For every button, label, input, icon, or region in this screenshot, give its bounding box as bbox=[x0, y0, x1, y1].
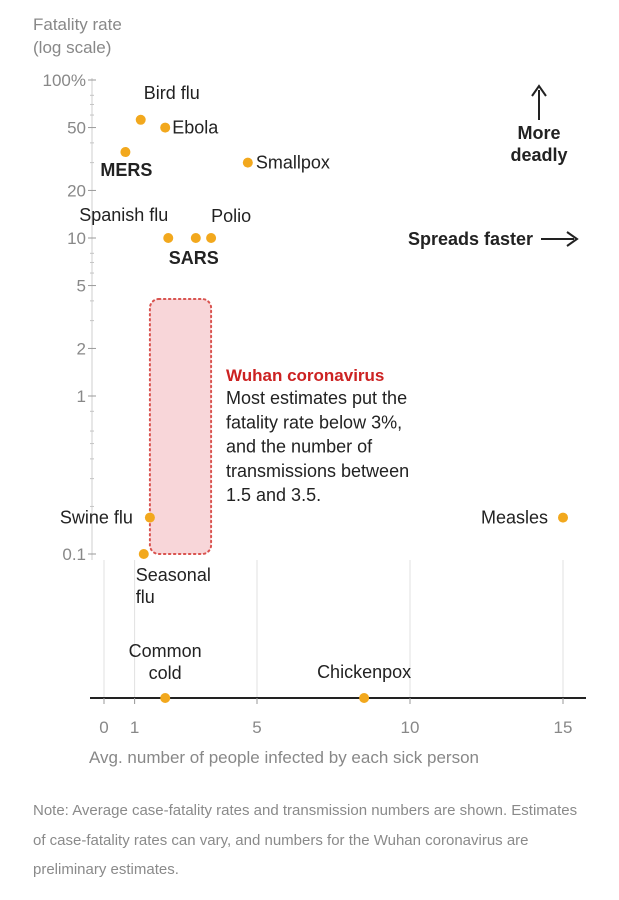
spreads-faster-label: Spreads faster bbox=[408, 229, 533, 249]
data-points bbox=[120, 114, 568, 703]
coronavirus-text-line: fatality rate below 3%, bbox=[226, 412, 402, 432]
data-point bbox=[160, 122, 171, 133]
y-tick-label: 20 bbox=[67, 181, 86, 200]
y-tick-label: 2 bbox=[77, 339, 86, 358]
data-point bbox=[120, 147, 131, 158]
point-label: Smallpox bbox=[256, 153, 330, 173]
data-point bbox=[163, 233, 174, 243]
point-label: Bird flu bbox=[144, 83, 200, 103]
coronavirus-estimate-region: Wuhan coronavirus Most estimates put the f… bbox=[148, 298, 409, 555]
point-label: MERS bbox=[100, 160, 152, 180]
x-tick-label: 15 bbox=[554, 718, 573, 737]
x-tick-label: 10 bbox=[401, 718, 420, 737]
y-tick-label: 1 bbox=[77, 387, 86, 406]
footnote: Note: Average case-fatality rates and tr… bbox=[33, 802, 578, 878]
coronavirus-text-line: transmissions between bbox=[226, 461, 409, 481]
point-label: Common bbox=[129, 641, 202, 661]
data-point bbox=[144, 512, 155, 523]
x-axis-title: Avg. number of people infected by each s… bbox=[89, 748, 479, 767]
data-point bbox=[160, 693, 171, 703]
point-label: SARS bbox=[169, 248, 219, 268]
y-tick-label: 0.1 bbox=[62, 545, 86, 564]
point-label: Polio bbox=[211, 206, 251, 226]
data-point bbox=[135, 114, 146, 125]
point-label: Ebola bbox=[172, 118, 219, 138]
coronavirus-text-line: and the number of bbox=[226, 437, 373, 457]
x-tick-label: 1 bbox=[130, 718, 139, 737]
point-label: Measles bbox=[481, 508, 548, 528]
up-arrow-head bbox=[531, 84, 547, 97]
y-tick-label: 100% bbox=[43, 71, 86, 90]
data-point bbox=[206, 233, 217, 243]
y-tick-label: 10 bbox=[67, 229, 86, 248]
more-deadly-label: deadly bbox=[510, 145, 567, 165]
point-labels: Bird flu Ebola MERS Smallpox Spanish flu Poli… bbox=[60, 83, 548, 683]
data-point bbox=[190, 233, 201, 243]
data-point bbox=[359, 693, 370, 703]
point-label: Spanish flu bbox=[79, 205, 168, 225]
right-arrow-head bbox=[566, 231, 579, 247]
point-label: cold bbox=[149, 663, 182, 683]
data-point bbox=[242, 157, 253, 168]
data-point bbox=[558, 512, 568, 523]
point-label: flu bbox=[136, 587, 155, 607]
coronavirus-title: Wuhan coronavirus bbox=[226, 366, 384, 385]
y-axis-title: Fatality rate bbox=[33, 15, 122, 34]
coronavirus-text-line: 1.5 and 3.5. bbox=[226, 485, 321, 505]
y-tick-label: 50 bbox=[67, 119, 86, 138]
point-label: Seasonal bbox=[136, 565, 211, 585]
y-axis-subtitle: (log scale) bbox=[33, 38, 111, 57]
y-tick-label: 5 bbox=[77, 277, 86, 296]
point-label: Swine flu bbox=[60, 508, 133, 528]
more-deadly-label: More bbox=[517, 123, 560, 143]
coronavirus-text-line: Most estimates put the bbox=[226, 388, 407, 408]
x-tick-label: 0 bbox=[99, 718, 108, 737]
point-label: Chickenpox bbox=[317, 662, 411, 682]
data-point bbox=[138, 549, 149, 559]
x-tick-label: 5 bbox=[252, 718, 261, 737]
coronavirus-estimate-box bbox=[148, 298, 213, 555]
